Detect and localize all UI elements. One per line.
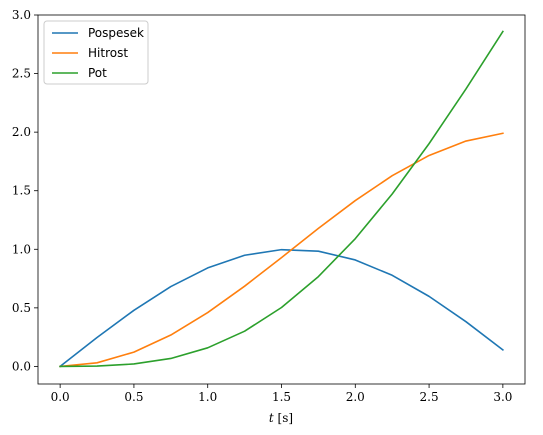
x-tick-label: 0.5 [124, 390, 143, 404]
series-line-2 [59, 30, 504, 368]
x-axis-label-variable: t [269, 411, 274, 425]
y-axis: 0.0 0.5 1.0 1.5 2.0 2.5 3.0 [12, 8, 38, 373]
legend-label-1: Hitrost [88, 46, 128, 60]
x-tick-label: 2.0 [346, 390, 365, 404]
legend-items: Pospesek Hitrost Pot [52, 26, 144, 80]
legend: Pospesek Hitrost Pot [43, 20, 149, 85]
y-tick-label: 2.5 [12, 67, 31, 81]
y-tick-label: 2.0 [12, 125, 31, 139]
legend-label-2: Pot [88, 66, 107, 80]
legend-label-0: Pospesek [88, 26, 144, 40]
y-tick-label: 1.0 [12, 242, 31, 256]
y-tick-label: 3.0 [12, 8, 31, 22]
x-axis: 0.0 0.5 1.0 1.5 2.0 2.5 3.0 [51, 384, 512, 404]
series-line-0 [59, 248, 504, 368]
x-tick-label: 1.0 [198, 390, 217, 404]
y-tick-label: 0.5 [12, 301, 31, 315]
x-axis-label-unit: [s] [274, 411, 293, 425]
x-tick-label: 1.5 [272, 390, 291, 404]
y-tick-label: 0.0 [12, 359, 31, 373]
legend-box [43, 20, 149, 85]
x-tick-label: 3.0 [493, 390, 512, 404]
x-axis-label: t [s] [269, 411, 293, 425]
y-tick-label: 1.5 [12, 184, 31, 198]
series-line-1 [59, 132, 504, 368]
series-layer [59, 30, 504, 368]
x-tick-label: 2.5 [420, 390, 439, 404]
x-tick-label: 0.0 [51, 390, 70, 404]
